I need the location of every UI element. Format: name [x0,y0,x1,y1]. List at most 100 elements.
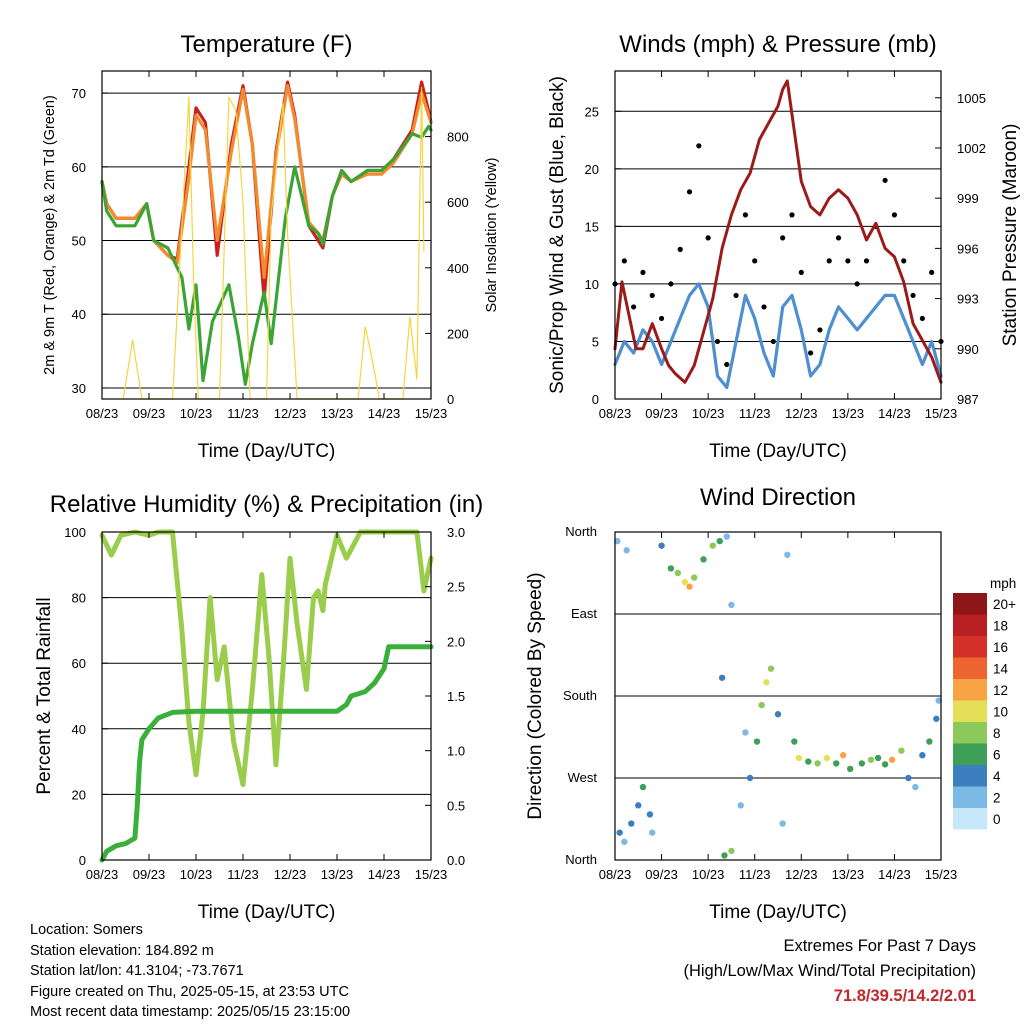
series-point [854,281,860,287]
y-tick-label: 30 [72,381,86,396]
x-axis-label: Time (Day/UTC) [709,441,847,462]
colorbar-swatch [953,765,987,787]
colorbar-title: mph [990,576,1016,591]
y-axis-right: 987 990 993 996 999 1002 1005 [935,91,986,407]
x-tick-label: 13/23 [832,867,865,882]
y-axis-left: 30 40 50 60 70 [72,86,108,396]
y-tick-label: 20 [72,787,86,802]
x-tick-label: 12/23 [785,406,818,421]
y-tick-label-right: 987 [957,392,979,407]
y-tick-label: 60 [72,656,86,671]
series-group [612,79,944,390]
series-point [752,258,758,264]
y-tick-label: 10 [585,277,599,292]
y-axis-label-right: Solar Insolation (Yellow) [484,157,500,312]
data-timestamp: Most recent data timestamp: 2025/05/15 2… [30,1004,351,1020]
panel-2: Relative Humidity (%) & Precipitation (i… [34,491,483,923]
colorbar-label: 6 [993,748,1001,763]
colorbar-label: 12 [993,683,1008,698]
series-point [640,269,646,276]
x-tick-label: 09/23 [645,867,678,882]
series-point [621,258,627,264]
series-group [99,529,434,863]
station-latlon: Station lat/lon: 41.3104; -73.7671 [30,963,244,979]
colorbar-label: 2 [993,791,1001,806]
y-tick-label: South [563,688,597,703]
scatter-point [690,574,698,581]
scatter-point [905,774,912,782]
y-tick-label: North [565,852,597,867]
x-tick-label: 10/23 [692,867,725,882]
series-point [714,338,721,345]
y-tick-label: 50 [72,234,86,249]
colorbar-label: 20+ [993,597,1016,612]
scatter-point [639,783,647,791]
y-tick-label-right: 2.0 [447,634,465,649]
scatter-point [623,547,630,554]
x-axis: 08/23 09/23 10/23 11/23 12/23 13/23 14/23 15/23 [599,532,957,882]
scatter-point [723,533,730,540]
colorbar-label: 14 [993,662,1009,677]
colorbar-swatch [953,786,987,808]
y-tick-label-right: 0.5 [447,798,465,813]
gridlines [102,531,431,861]
colorbar-label: 8 [993,726,1001,741]
y-tick-label: 0 [79,853,86,868]
extremes-values: 71.8/39.5/14.2/2.01 [833,987,976,1005]
y-tick-label-right: 600 [447,195,469,210]
scatter-point [779,820,786,827]
y-tick-label: West [568,770,598,785]
series-point [798,269,804,276]
y-axis-label: Sonic/Prop Wind & Gust (Blue, Black) [547,76,568,394]
series-point [677,246,683,252]
scatter-point [758,701,765,709]
scatter-point [805,758,812,765]
y-axis-left: North West South East North [563,524,597,867]
series-point [789,212,795,218]
scatter-point [846,765,854,773]
y-tick-label-right: 1.5 [447,689,465,704]
y-tick-label-right: 993 [957,292,979,307]
series-point [761,304,767,310]
plot-frame [101,531,432,861]
scatter-point [898,747,905,754]
series-point [733,292,739,299]
x-tick-label: 09/23 [133,867,166,882]
scatter-point [700,556,707,563]
scatter-point [814,760,821,767]
gridlines [615,531,941,861]
series-point [696,143,702,149]
panel-title: Relative Humidity (%) & Precipitation (i… [50,491,483,518]
extremes-box: Extremes For Past 7 Days (High/Low/Max W… [683,934,976,1009]
scatter-point [912,783,919,791]
station-location: Location: Somers [30,922,143,938]
x-tick-label: 08/23 [86,867,119,882]
series-line [613,282,943,390]
y-axis-right: 0.0 0.5 1.0 1.5 2.0 2.5 3.0 [425,525,465,868]
x-tick-label: 11/23 [227,867,259,882]
x-tick-label: 14/23 [878,867,911,882]
scatter-point [746,774,754,782]
scatter-point [784,551,791,558]
series-point [808,350,814,356]
x-tick-label: 13/23 [321,406,354,421]
x-tick-label: 12/23 [274,406,307,421]
x-tick-label: 14/23 [878,406,911,421]
y-tick-label: 25 [585,104,599,119]
series-point [919,315,925,322]
colorbar-label: 4 [993,769,1001,784]
colorbar-swatch [953,679,987,701]
x-axis: 08/23 09/23 10/23 11/23 12/23 13/23 14/23 15/23 [599,71,958,421]
colorbar-label: 0 [993,812,1001,827]
y-axis-label: Direction (Colored By Speed) [525,572,546,819]
y-tick-label-right: 1002 [957,141,986,156]
scatter-point [686,583,693,590]
x-tick-label: 15/23 [925,406,958,421]
x-axis-label: Time (Day/UTC) [709,902,847,923]
series-group [614,533,942,859]
scatter-point [935,697,942,704]
scatter-point [753,738,761,745]
x-axis: 08/23 09/23 10/23 11/23 12/23 13/23 14/23 15/23 [86,532,447,882]
series-line [122,86,425,400]
y-axis-right: 0 200 400 600 800 [425,130,469,407]
